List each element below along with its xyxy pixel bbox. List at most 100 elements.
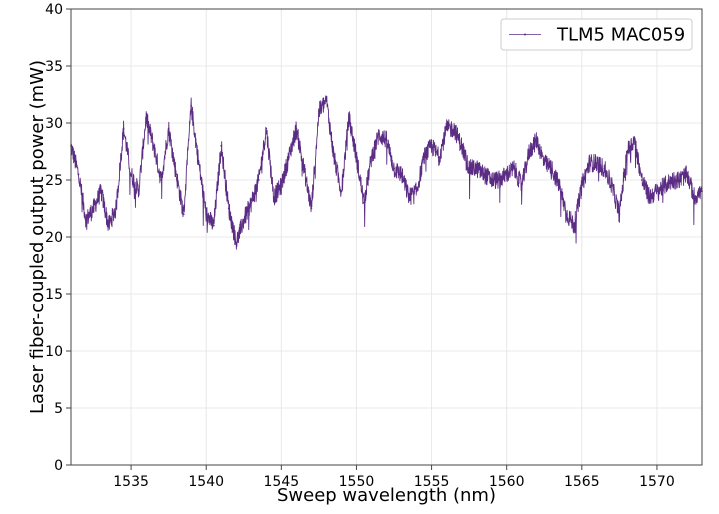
data-point xyxy=(641,179,643,181)
data-point xyxy=(693,196,696,199)
data-point xyxy=(340,190,343,193)
x-tick-label: 1565 xyxy=(564,474,600,490)
data-point xyxy=(242,219,245,221)
x-tick-label: 1570 xyxy=(639,474,675,490)
data-point xyxy=(535,139,538,142)
data-point xyxy=(310,207,313,210)
data-point xyxy=(265,127,268,130)
data-point xyxy=(565,213,568,216)
y-tick-label: 30 xyxy=(45,116,63,132)
data-point xyxy=(100,190,102,193)
data-point xyxy=(280,184,283,187)
data-point xyxy=(610,184,613,187)
y-tick-label: 25 xyxy=(45,173,63,189)
data-point xyxy=(130,173,133,176)
data-point xyxy=(438,156,440,159)
data-point xyxy=(317,110,320,113)
data-point xyxy=(175,173,178,176)
data-point xyxy=(378,133,380,136)
data-point xyxy=(423,156,425,159)
data-point xyxy=(145,116,148,119)
data-point xyxy=(287,156,290,159)
data-point xyxy=(513,167,516,170)
data-point xyxy=(115,207,117,210)
data-point xyxy=(302,167,305,170)
data-point xyxy=(370,156,373,159)
data-point xyxy=(212,224,215,227)
data-point xyxy=(588,162,591,164)
y-tick-label: 35 xyxy=(45,59,63,75)
data-point xyxy=(408,196,410,199)
data-point xyxy=(227,207,230,210)
data-point xyxy=(348,116,350,119)
data-point xyxy=(543,162,546,164)
y-tick-label: 20 xyxy=(45,230,63,246)
data-point xyxy=(573,224,576,227)
data-point xyxy=(603,167,606,170)
data-point xyxy=(257,179,260,181)
data-point xyxy=(505,173,508,176)
data-point xyxy=(295,127,298,130)
data-point xyxy=(490,179,493,181)
x-axis-title: Sweep wavelength (nm) xyxy=(277,485,496,506)
x-tick-label: 1535 xyxy=(113,474,149,490)
y-tick-label: 15 xyxy=(45,287,63,303)
data-point xyxy=(453,127,456,130)
series-line xyxy=(70,95,703,250)
data-point xyxy=(190,105,193,107)
x-tick-label: 1560 xyxy=(489,474,525,490)
y-tick-label: 40 xyxy=(45,2,63,18)
x-tick-label: 1555 xyxy=(414,474,450,490)
y-tick-label: 0 xyxy=(54,458,63,474)
data-point xyxy=(363,201,365,204)
data-point xyxy=(167,127,170,130)
data-point xyxy=(678,179,681,181)
data-point xyxy=(272,196,275,199)
legend-label: TLM5 MAC059 xyxy=(556,25,685,46)
data-point xyxy=(415,190,418,193)
data-point xyxy=(77,173,80,176)
data-point xyxy=(483,173,486,176)
data-point xyxy=(445,127,448,130)
data-point xyxy=(498,179,501,181)
x-tick-label: 1550 xyxy=(339,474,375,490)
data-point xyxy=(152,144,155,147)
data-point xyxy=(663,184,666,187)
data-point xyxy=(205,213,208,216)
data-point xyxy=(182,213,185,216)
x-tick-label: 1540 xyxy=(188,474,224,490)
data-point xyxy=(160,179,163,181)
legend-marker-swatch xyxy=(524,33,526,36)
data-point xyxy=(137,190,140,193)
data-point xyxy=(520,184,523,187)
x-tick-label: 1545 xyxy=(264,474,300,490)
data-point xyxy=(325,99,328,102)
data-point xyxy=(220,144,223,147)
data-point xyxy=(385,139,388,142)
data-point xyxy=(400,173,403,176)
data-point xyxy=(618,213,621,216)
y-tick-label: 10 xyxy=(45,344,63,360)
y-axis-title: Laser fiber-coupled output power (mW) xyxy=(27,60,48,414)
y-tick-label: 5 xyxy=(54,401,63,417)
data-point xyxy=(558,184,561,187)
tick-marks xyxy=(66,8,658,470)
data-point xyxy=(686,173,688,176)
data-point xyxy=(355,156,358,159)
data-point xyxy=(333,156,335,159)
data-point xyxy=(85,219,87,221)
data-point xyxy=(475,167,478,170)
data-point xyxy=(671,179,673,181)
data-point xyxy=(430,144,433,147)
data-point xyxy=(580,184,583,187)
data-point xyxy=(107,224,110,227)
data-point xyxy=(595,162,598,164)
data-point xyxy=(633,139,636,142)
data-point xyxy=(460,144,463,147)
data-point xyxy=(468,167,471,170)
data-point xyxy=(393,167,395,170)
legend-box xyxy=(500,18,693,51)
data-point xyxy=(528,150,531,153)
legend: TLM5 MAC059 xyxy=(500,18,693,51)
